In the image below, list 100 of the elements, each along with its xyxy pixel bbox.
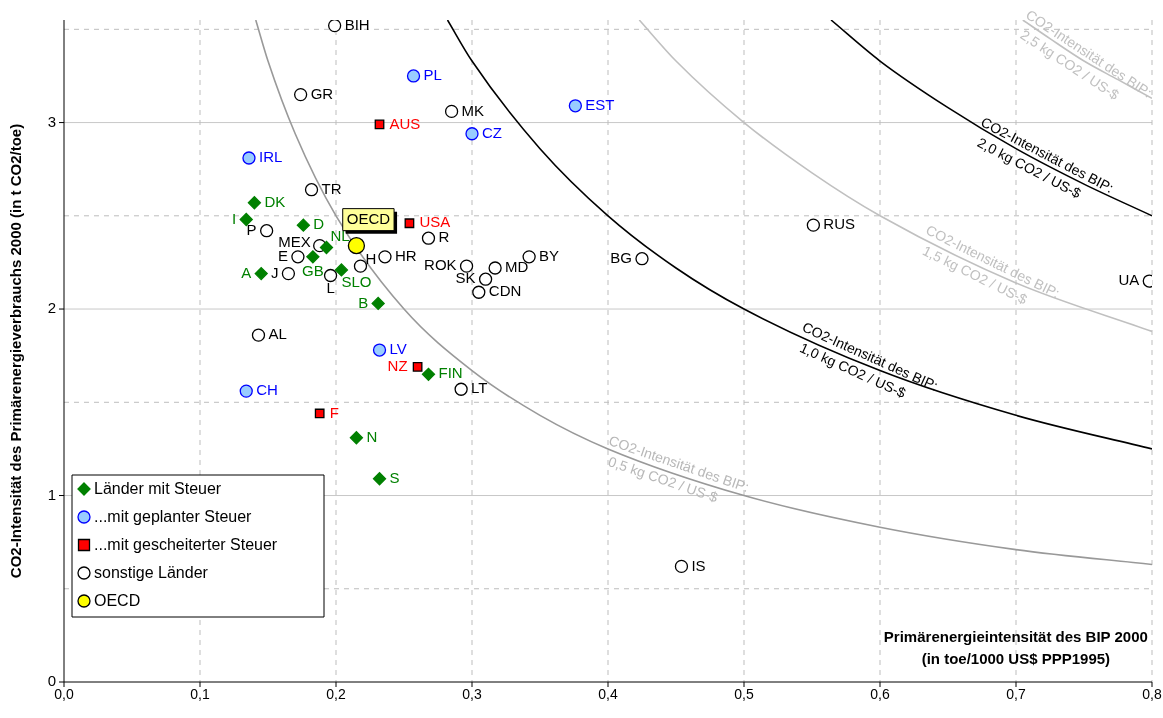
point xyxy=(239,212,253,227)
point xyxy=(674,559,689,574)
data-label: L xyxy=(326,278,335,296)
data-label: A xyxy=(241,263,252,281)
point xyxy=(259,224,274,238)
point xyxy=(293,87,308,102)
point xyxy=(406,69,421,83)
point xyxy=(323,268,338,283)
point xyxy=(488,261,502,275)
point xyxy=(327,20,342,33)
x-tick-label: 0,2 xyxy=(326,685,346,702)
x-tick-label: 0,3 xyxy=(462,685,482,702)
legend-label: OECD xyxy=(94,592,141,610)
data-label: LT xyxy=(471,379,488,397)
x-tick-label: 0,0 xyxy=(54,685,74,702)
point xyxy=(304,183,319,197)
point xyxy=(281,266,296,281)
point xyxy=(412,361,423,372)
data-label: D xyxy=(313,215,325,233)
point xyxy=(404,218,415,229)
data-label: P xyxy=(246,220,257,238)
point xyxy=(454,382,468,396)
x-tick-label: 0,6 xyxy=(870,685,890,702)
data-label: USA xyxy=(419,213,451,231)
data-label: N xyxy=(366,427,378,445)
data-label: LV xyxy=(389,340,407,358)
y-tick-label: 3 xyxy=(47,112,56,130)
data-label: OECD xyxy=(346,209,391,227)
y-tick-label: 1 xyxy=(47,485,56,503)
data-label: CH xyxy=(256,381,278,399)
data-label: S xyxy=(389,468,400,486)
data-label: CDN xyxy=(488,282,522,300)
data-label: F xyxy=(329,403,339,421)
data-label: DK xyxy=(264,192,286,210)
legend-label: Länder mit Steuer xyxy=(94,480,222,498)
point xyxy=(806,218,821,232)
data-label: MD xyxy=(505,258,529,276)
data-label: FIN xyxy=(438,364,463,382)
point xyxy=(334,263,349,277)
point xyxy=(465,127,479,141)
point xyxy=(314,408,325,419)
point xyxy=(421,231,436,245)
data-label: BY xyxy=(539,246,560,264)
x-tick-label: 0,1 xyxy=(190,685,210,702)
x-tick-label: 0,5 xyxy=(734,685,754,702)
data-label: GR xyxy=(310,84,334,102)
x-axis-title: Primärenergieintensität des BIP 2000 (in toe/1000 US$ PPP1995) xyxy=(883,628,1148,668)
point xyxy=(242,151,256,165)
point xyxy=(478,272,493,286)
data-label: ROK xyxy=(424,256,457,274)
point xyxy=(319,240,334,255)
data-label: H xyxy=(365,250,377,268)
legend-label: ...mit geplanter Steuer xyxy=(94,508,253,526)
point xyxy=(247,196,262,210)
data-label: B xyxy=(358,293,369,311)
point xyxy=(372,472,387,486)
data-label: IRL xyxy=(258,148,283,166)
point xyxy=(568,99,583,113)
data-label: BG xyxy=(610,248,632,266)
point xyxy=(635,252,649,266)
legend-label: ...mit gescheiterter Steuer xyxy=(94,536,278,554)
data-label: R xyxy=(438,228,450,246)
point xyxy=(239,384,253,398)
data-label: EST xyxy=(585,95,615,113)
data-label: MK xyxy=(461,101,485,119)
data-label: PL xyxy=(423,66,442,84)
point xyxy=(347,236,366,255)
y-tick-label: 0 xyxy=(47,672,56,690)
data-label: AUS xyxy=(389,114,421,132)
point xyxy=(459,259,474,273)
data-label: SLO xyxy=(341,273,372,291)
point xyxy=(251,328,266,342)
point xyxy=(254,266,268,281)
data-label: SK xyxy=(455,269,476,287)
legend-label: sonstige Länder xyxy=(94,564,209,582)
point xyxy=(378,250,392,264)
point xyxy=(522,250,536,264)
point xyxy=(472,285,486,299)
x-tick-label: 0,7 xyxy=(1006,685,1026,702)
point xyxy=(291,250,305,264)
point xyxy=(444,104,459,119)
point xyxy=(371,296,385,311)
point xyxy=(353,259,368,273)
point xyxy=(349,431,364,445)
y-axis-title: CO2-Intensität des Primärenergieverbrauchs 2000 (in t CO2/toe) xyxy=(7,123,25,579)
x-tick-label: 0,8 xyxy=(1142,685,1162,702)
data-label: GB xyxy=(302,261,324,279)
point xyxy=(421,367,436,381)
data-label: HR xyxy=(394,246,417,264)
data-label: NZ xyxy=(387,356,408,374)
data-label: NL xyxy=(330,226,350,244)
data-label: I xyxy=(232,209,237,227)
y-tick-label: 2 xyxy=(47,299,56,317)
data-label: TR xyxy=(321,179,342,197)
data-label: AL xyxy=(268,325,287,343)
data-label: UA xyxy=(1118,271,1140,289)
data-label: RUS xyxy=(823,215,856,233)
point xyxy=(296,218,311,232)
data-label: BIH xyxy=(344,15,370,33)
data-label: J xyxy=(270,263,279,281)
